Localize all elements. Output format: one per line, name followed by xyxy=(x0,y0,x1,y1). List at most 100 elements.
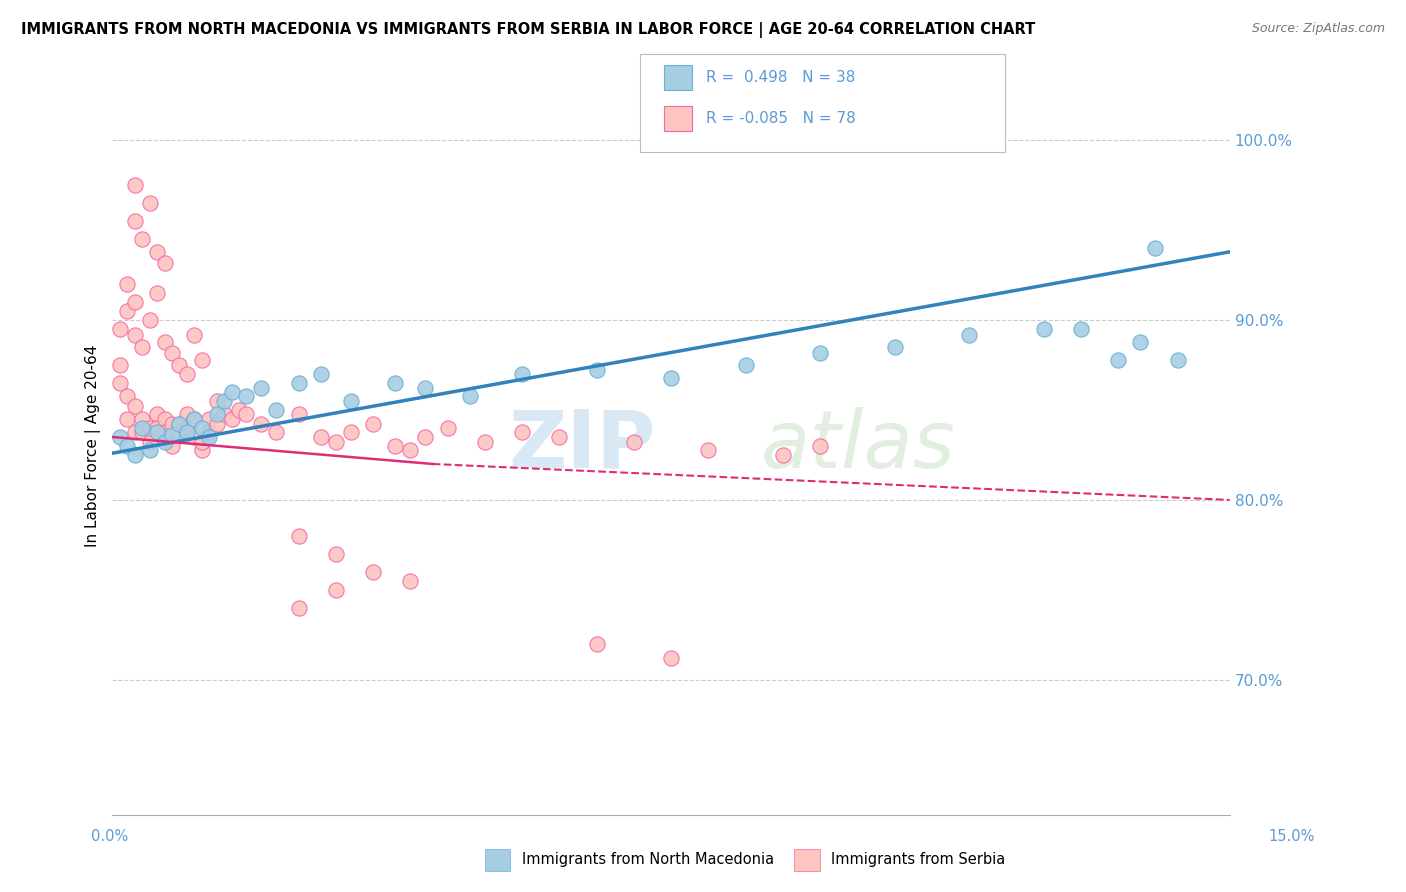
Point xyxy=(325,582,347,597)
Point xyxy=(309,430,332,444)
Point xyxy=(228,403,250,417)
Point xyxy=(138,313,160,327)
Point xyxy=(436,421,458,435)
Point xyxy=(153,435,176,450)
Point xyxy=(117,389,139,403)
Point xyxy=(117,277,139,292)
Point xyxy=(266,425,288,439)
Point xyxy=(235,389,257,403)
Point xyxy=(169,417,191,432)
Point xyxy=(131,340,153,354)
Text: IMMIGRANTS FROM NORTH MACEDONIA VS IMMIGRANTS FROM SERBIA IN LABOR FORCE | AGE 2: IMMIGRANTS FROM NORTH MACEDONIA VS IMMIG… xyxy=(21,22,1035,38)
Point xyxy=(117,412,139,426)
Point xyxy=(160,428,183,442)
Point xyxy=(169,358,191,372)
Point xyxy=(183,412,205,426)
Point xyxy=(474,435,496,450)
Point xyxy=(198,425,221,439)
Point xyxy=(1167,352,1189,367)
Point xyxy=(287,376,309,390)
Point xyxy=(221,385,243,400)
Point xyxy=(287,529,309,543)
Point xyxy=(659,651,682,665)
Point xyxy=(138,421,160,435)
Point xyxy=(250,417,273,432)
Point xyxy=(131,412,153,426)
Point xyxy=(169,425,191,439)
Point xyxy=(176,421,198,435)
Point xyxy=(585,363,607,377)
Point xyxy=(384,376,406,390)
Point xyxy=(235,407,257,421)
Point xyxy=(153,412,176,426)
Point xyxy=(399,574,422,588)
Point xyxy=(287,407,309,421)
Point xyxy=(1144,241,1167,255)
Point xyxy=(808,345,831,359)
Point xyxy=(138,435,160,450)
Point xyxy=(458,389,481,403)
Point xyxy=(138,442,160,457)
Point xyxy=(266,403,288,417)
Text: Immigrants from North Macedonia: Immigrants from North Macedonia xyxy=(522,853,773,867)
Point xyxy=(510,425,533,439)
Point xyxy=(131,232,153,246)
Point xyxy=(309,367,332,381)
Point xyxy=(183,430,205,444)
Point xyxy=(108,358,131,372)
Text: Source: ZipAtlas.com: Source: ZipAtlas.com xyxy=(1251,22,1385,36)
Point xyxy=(124,214,146,228)
Point xyxy=(883,340,905,354)
Point xyxy=(183,327,205,342)
Point xyxy=(117,439,139,453)
Point xyxy=(510,367,533,381)
Point xyxy=(808,439,831,453)
Point xyxy=(384,439,406,453)
Point xyxy=(361,565,384,579)
Point xyxy=(124,327,146,342)
Point xyxy=(146,407,169,421)
Point xyxy=(287,600,309,615)
Point xyxy=(212,394,235,409)
Point xyxy=(146,286,169,301)
Text: R =  0.498   N = 38: R = 0.498 N = 38 xyxy=(706,70,855,85)
Point xyxy=(212,407,235,421)
Point xyxy=(205,394,228,409)
Point xyxy=(221,412,243,426)
Point xyxy=(131,425,153,439)
Point xyxy=(124,400,146,414)
Point xyxy=(153,334,176,349)
Point xyxy=(659,370,682,384)
Point xyxy=(697,442,720,457)
Point xyxy=(124,448,146,462)
Point xyxy=(108,322,131,336)
Point xyxy=(160,439,183,453)
Point xyxy=(1107,352,1129,367)
Point xyxy=(205,417,228,432)
Point xyxy=(957,327,980,342)
Point xyxy=(191,352,214,367)
Point xyxy=(1070,322,1092,336)
Point xyxy=(734,358,756,372)
Text: ZIP: ZIP xyxy=(508,407,655,485)
Point xyxy=(623,435,645,450)
Point xyxy=(250,382,273,396)
Point xyxy=(1129,334,1152,349)
Point xyxy=(413,430,436,444)
Point xyxy=(361,417,384,432)
Point xyxy=(325,435,347,450)
Point xyxy=(108,430,131,444)
Point xyxy=(176,407,198,421)
Point xyxy=(585,637,607,651)
Text: 0.0%: 0.0% xyxy=(91,830,128,844)
Point xyxy=(339,425,361,439)
Point xyxy=(146,244,169,259)
Y-axis label: In Labor Force | Age 20-64: In Labor Force | Age 20-64 xyxy=(86,345,101,547)
Point xyxy=(169,417,191,432)
Point xyxy=(191,442,214,457)
Point xyxy=(108,376,131,390)
Point xyxy=(153,425,176,439)
Point xyxy=(772,448,794,462)
Point xyxy=(160,345,183,359)
Point xyxy=(176,367,198,381)
